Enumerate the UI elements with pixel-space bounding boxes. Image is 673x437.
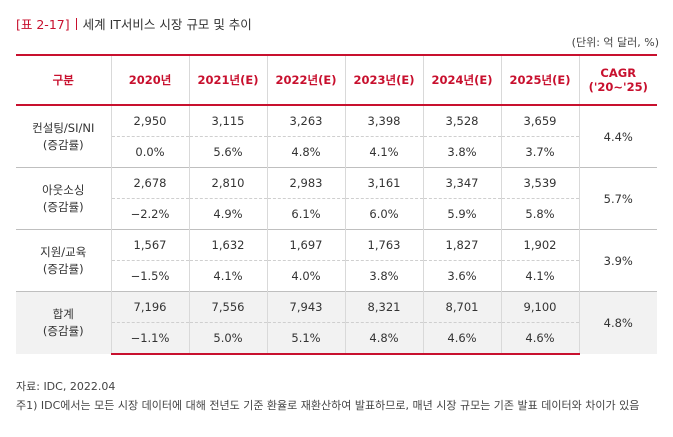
value-cell: 1,632 <box>188 229 267 261</box>
table-row-total-growth: −1.1% 5.0% 5.1% 4.8% 4.6% 4.6% <box>16 322 657 355</box>
growth-cell: 4.1% <box>344 136 423 168</box>
growth-cell: 4.8% <box>266 136 345 168</box>
value-cell: 2,810 <box>188 167 267 199</box>
growth-cell: 6.1% <box>266 198 345 230</box>
cagr-cell: 4.8% <box>578 291 657 354</box>
value-cell: 1,827 <box>422 229 501 261</box>
unit-note: (단위: 억 달러, %) <box>571 36 659 49</box>
value-cell: 7,556 <box>188 291 267 323</box>
value-cell: 2,983 <box>266 167 345 199</box>
growth-cell: 5.1% <box>266 322 345 355</box>
value-cell: 7,196 <box>110 291 189 323</box>
value-cell: 3,539 <box>500 167 579 199</box>
growth-cell: 4.8% <box>344 322 423 355</box>
table-row-total: 합계 (증감률) 7,196 7,556 7,943 8,321 8,701 9… <box>16 291 657 354</box>
growth-cell: 6.0% <box>344 198 423 230</box>
growth-cell: 5.8% <box>500 198 579 230</box>
value-cell: 3,347 <box>422 167 501 199</box>
growth-cell: −1.5% <box>110 260 189 292</box>
row-label: 합계 (증감률) <box>16 291 111 354</box>
header-cagr: CAGR ('20~'25) <box>578 54 657 106</box>
row-label-name: 지원/교육 <box>40 244 87 259</box>
cagr-cell: 5.7% <box>578 167 657 230</box>
footnotes: 자료: IDC, 2022.04 주1) IDC에서는 모든 시장 데이터에 대… <box>16 377 639 415</box>
growth-cell: 4.6% <box>500 322 579 355</box>
row-label-name: 합계 <box>52 307 74 321</box>
row-label-sub: (증감률) <box>42 199 84 214</box>
header-2023: 2023년(E) <box>344 54 423 106</box>
table-row-growth: −2.2% 4.9% 6.1% 6.0% 5.9% 5.8% <box>16 198 657 230</box>
header-cagr-period: ('20~'25) <box>588 80 648 94</box>
header-row: 구분 2020년 2021년(E) 2022년(E) 2023년(E) 2024… <box>16 54 657 106</box>
table-title: 세계 IT서비스 시장 규모 및 추이 <box>82 17 252 32</box>
value-cell: 3,528 <box>422 104 501 137</box>
row-label-name: 컨설팅/SI/NI <box>32 120 95 135</box>
row-label-sub: (증감률) <box>42 324 84 338</box>
growth-cell: 5.9% <box>422 198 501 230</box>
header-2020: 2020년 <box>110 54 189 106</box>
row-label-sub: (증감률) <box>42 137 84 152</box>
value-cell: 8,701 <box>422 291 501 323</box>
caption-divider <box>75 18 77 30</box>
row-label: 컨설팅/SI/NI (증감률) <box>16 104 111 168</box>
value-cell: 3,161 <box>344 167 423 199</box>
growth-cell: −2.2% <box>110 198 189 230</box>
growth-cell: 4.1% <box>188 260 267 292</box>
growth-cell: 4.6% <box>422 322 501 355</box>
growth-cell: 4.0% <box>266 260 345 292</box>
value-cell: 1,763 <box>344 229 423 261</box>
value-cell: 8,321 <box>344 291 423 323</box>
value-cell: 1,697 <box>266 229 345 261</box>
growth-cell: 4.9% <box>188 198 267 230</box>
row-label: 지원/교육 (증감률) <box>16 229 111 292</box>
growth-cell: 3.6% <box>422 260 501 292</box>
header-2021: 2021년(E) <box>188 54 267 106</box>
value-cell: 9,100 <box>500 291 579 323</box>
growth-cell: 3.8% <box>344 260 423 292</box>
footnote-1: 주1) IDC에서는 모든 시장 데이터에 대해 전년도 기준 환율로 재환산하… <box>16 399 640 412</box>
value-cell: 3,398 <box>344 104 423 137</box>
value-cell: 1,567 <box>110 229 189 261</box>
header-category: 구분 <box>16 54 111 106</box>
growth-cell: 3.7% <box>500 136 579 168</box>
growth-cell: −1.1% <box>110 322 189 355</box>
table-row: 컨설팅/SI/NI (증감률) 2,950 3,115 3,263 3,398 … <box>16 104 657 168</box>
growth-cell: 3.8% <box>422 136 501 168</box>
growth-cell: 0.0% <box>110 136 189 168</box>
value-cell: 2,678 <box>110 167 189 199</box>
table-caption: [표 2-17] 세계 IT서비스 시장 규모 및 추이 <box>16 14 252 33</box>
row-label-sub: (증감률) <box>42 261 84 276</box>
table-row: 지원/교육 (증감률) 1,567 1,632 1,697 1,763 1,82… <box>16 229 657 292</box>
header-2025: 2025년(E) <box>500 54 579 106</box>
value-cell: 1,902 <box>500 229 579 261</box>
table-number: [표 2-17] <box>16 17 70 32</box>
cagr-cell: 4.4% <box>578 104 657 168</box>
value-cell: 3,263 <box>266 104 345 137</box>
value-cell: 3,115 <box>188 104 267 137</box>
header-2024: 2024년(E) <box>422 54 501 106</box>
table-row: 아웃소싱 (증감률) 2,678 2,810 2,983 3,161 3,347… <box>16 167 657 230</box>
header-cagr-label: CAGR <box>600 66 637 80</box>
growth-cell: 5.6% <box>188 136 267 168</box>
row-label: 아웃소싱 (증감률) <box>16 167 111 230</box>
value-cell: 2,950 <box>110 104 189 137</box>
source-note: 자료: IDC, 2022.04 <box>16 380 116 393</box>
growth-cell: 4.1% <box>500 260 579 292</box>
row-label-name: 아웃소싱 <box>42 182 85 197</box>
table-row-growth: −1.5% 4.1% 4.0% 3.8% 3.6% 4.1% <box>16 260 657 292</box>
market-size-table: 구분 2020년 2021년(E) 2022년(E) 2023년(E) 2024… <box>16 54 657 355</box>
growth-cell: 5.0% <box>188 322 267 355</box>
table-row-growth: 0.0% 5.6% 4.8% 4.1% 3.8% 3.7% <box>16 136 657 168</box>
header-2022: 2022년(E) <box>266 54 345 106</box>
value-cell: 3,659 <box>500 104 579 137</box>
cagr-cell: 3.9% <box>578 229 657 292</box>
value-cell: 7,943 <box>266 291 345 323</box>
